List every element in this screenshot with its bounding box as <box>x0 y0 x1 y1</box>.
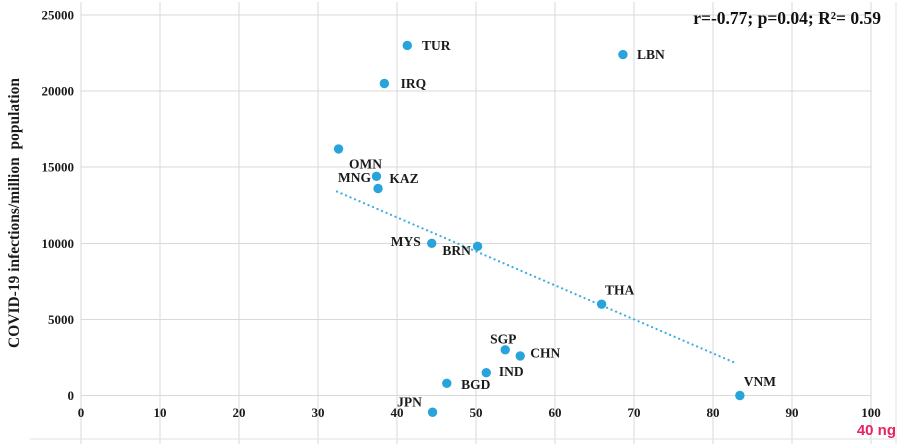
y-tick-label: 15000 <box>42 160 75 175</box>
data-point-mys <box>427 238 437 248</box>
data-point-jpn <box>427 407 438 417</box>
data-point-lbn <box>618 49 628 60</box>
x-tick-label: 40 <box>391 405 404 420</box>
y-tick-label: 5000 <box>48 312 74 327</box>
correlation-annotation: r=-0.77; p=0.04; R²= 0.59 <box>693 8 881 28</box>
trendline-layer <box>335 190 738 365</box>
x-tick-label: 0 <box>78 405 85 420</box>
point-label-mng: MNG <box>338 170 371 185</box>
point-label-jpn: JPN <box>397 395 422 410</box>
point-label-irq: IRQ <box>401 76 427 91</box>
tick-labels-layer: 0 10 20 30 40 50 60 70 80 90 100 0 5000 10000 15000 200… <box>42 8 881 421</box>
point-label-lbn: LBN <box>637 47 665 62</box>
data-points-layer <box>333 40 745 417</box>
y-tick-label: 25000 <box>42 8 75 23</box>
data-point-omn <box>333 144 344 154</box>
data-point-bgd <box>442 378 452 389</box>
x-tick-label: 70 <box>628 405 641 420</box>
point-label-mys: MYS <box>391 234 421 249</box>
x-tick-label: 80 <box>707 405 720 420</box>
point-label-bgd: BGD <box>461 377 491 392</box>
data-point-chn <box>515 351 525 361</box>
data-point-sgp <box>500 345 510 355</box>
y-tick-label: 10000 <box>42 236 75 251</box>
x-tick-label: 30 <box>312 405 325 420</box>
data-point-tur <box>402 40 412 51</box>
x-axis-unit-note: 40 ng <box>857 422 896 439</box>
frame-lines-layer <box>30 2 897 444</box>
data-point-mng <box>371 171 382 182</box>
point-label-chn: CHN <box>530 345 560 360</box>
data-point-ind <box>481 367 491 378</box>
y-axis-title: COVID-19 infections/million population <box>6 78 23 348</box>
point-label-kaz: KAZ <box>389 171 418 186</box>
data-point-brn <box>472 241 483 252</box>
y-tick-label: 0 <box>68 388 75 403</box>
x-tick-label: 60 <box>549 405 562 420</box>
point-label-vnm: VNM <box>744 374 776 389</box>
point-label-tur: TUR <box>422 38 451 53</box>
x-tick-label: 50 <box>470 405 483 420</box>
x-tick-label: 10 <box>154 405 167 420</box>
trendline <box>335 190 738 365</box>
point-label-omn: OMN <box>349 156 382 171</box>
point-label-sgp: SGP <box>490 331 516 346</box>
x-tick-label: 100 <box>861 405 881 420</box>
point-label-brn: BRN <box>442 243 471 258</box>
x-tick-label: 20 <box>233 405 246 420</box>
x-tick-label: 90 <box>786 405 799 420</box>
data-point-irq <box>379 78 390 89</box>
point-label-tha: THA <box>605 283 635 298</box>
data-point-tha <box>596 299 607 309</box>
data-point-vnm <box>735 390 745 401</box>
point-label-ind: IND <box>499 364 524 379</box>
y-tick-label: 20000 <box>42 84 75 99</box>
data-point-kaz <box>373 183 383 194</box>
